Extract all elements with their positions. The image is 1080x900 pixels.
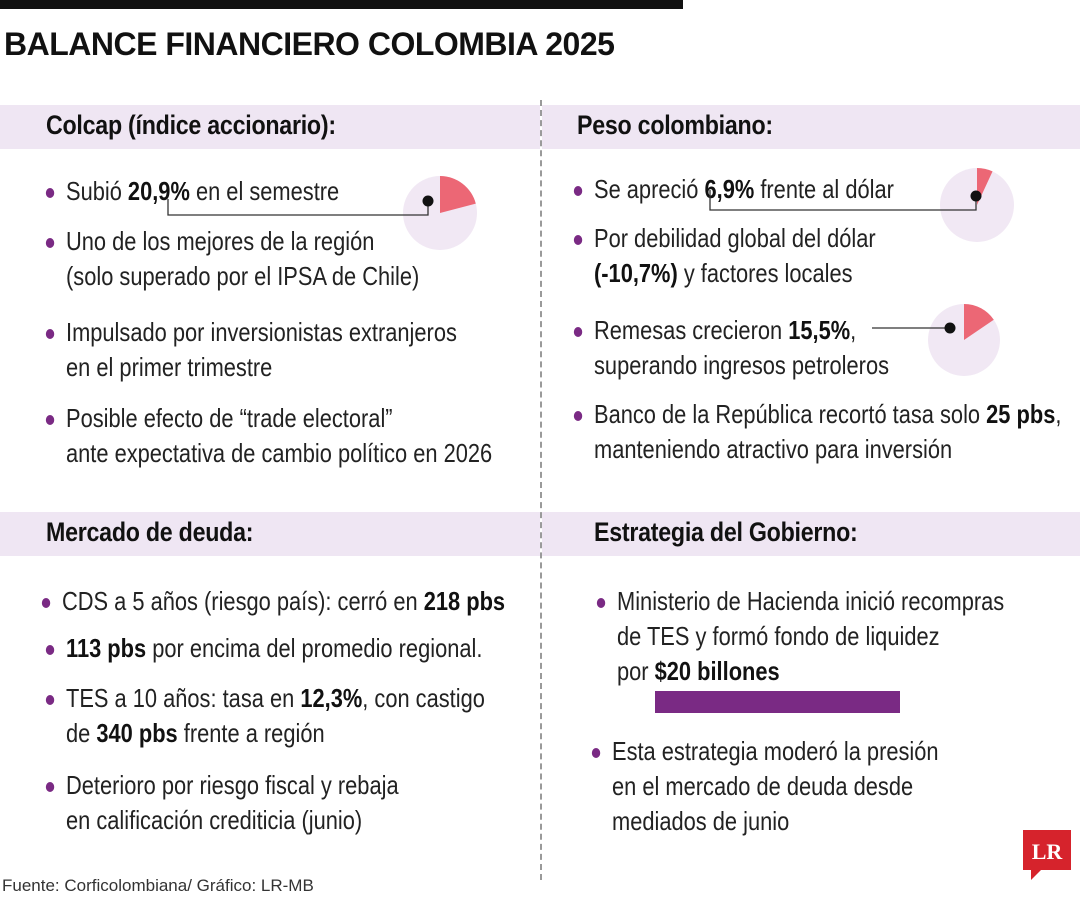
bullet-dot — [45, 415, 55, 425]
colcap-header: Colcap (índice accionario): — [46, 110, 336, 140]
colcap-item-4: Posible efecto de “trade electoral” ante … — [45, 401, 492, 471]
bullet-dot — [45, 238, 55, 248]
bullet-dot — [573, 411, 583, 421]
bullet-dot — [45, 695, 55, 705]
bullet-dot — [573, 327, 583, 337]
peso-item-1: Se apreció 6,9% frente al dólar — [573, 172, 894, 207]
top-rule — [0, 0, 683, 9]
page-title: BALANCE FINANCIERO COLOMBIA 2025 — [4, 26, 615, 62]
bullet-dot — [45, 188, 55, 198]
gobierno-header: Estrategia del Gobierno: — [594, 517, 858, 547]
colcap-item-2: Uno de los mejores de la región (solo sup… — [45, 224, 419, 294]
gobierno-item-1: Ministerio de Hacienda inició recompras d… — [596, 584, 1004, 689]
bullet-dot — [41, 598, 51, 608]
remesas-pie-slice — [964, 304, 994, 340]
remesas-pie — [928, 304, 1000, 376]
bullet-dot — [45, 782, 55, 792]
source-caption: Fuente: Corficolombiana/ Gráfico: LR-MB — [2, 876, 314, 895]
peso-item-2: Por debilidad global del dólar (-10,7%) y… — [573, 221, 876, 291]
deuda-header-band — [0, 512, 540, 556]
lr-logo: LR — [1023, 830, 1071, 880]
colcap-item-3: Impulsado por inversionistas extranjeros… — [45, 315, 457, 385]
colcap-header-band — [0, 105, 540, 149]
peso-header-band — [542, 105, 1080, 149]
peso-item-4: Banco de la República recortó tasa solo … — [573, 397, 1061, 467]
gobierno-item-2: Esta estrategia moderó la presión en el m… — [591, 734, 939, 839]
bullet-dot — [45, 645, 55, 655]
colcap-pie — [403, 176, 477, 250]
peso-header: Peso colombiano: — [577, 110, 773, 140]
remesas-leader-line — [872, 322, 956, 334]
peso-leader-line — [709, 190, 982, 211]
deuda-item-3: TES a 10 años: tasa en 12,3%, con castig… — [45, 681, 485, 751]
deuda-header: Mercado de deuda: — [46, 517, 254, 547]
column-divider — [540, 100, 542, 880]
deuda-item-2: 113 pbs por encima del promedio regional… — [45, 631, 482, 666]
bullet-dot — [596, 598, 606, 608]
deuda-item-4: Deterioro por riesgo fiscal y rebaja en c… — [45, 768, 399, 838]
deuda-item-1: CDS a 5 años (riesgo país): cerró en 218… — [41, 584, 505, 619]
colcap-item-1: Subió 20,9% en el semestre — [45, 174, 339, 209]
bullet-dot — [573, 186, 583, 196]
bullet-dot — [45, 329, 55, 339]
bullet-dot — [573, 235, 583, 245]
logo-text: LR — [1032, 839, 1064, 864]
peso-item-3: Remesas crecieron 15,5%, superando ingres… — [573, 313, 889, 383]
billones-highlight-bar — [655, 691, 900, 713]
gobierno-header-band — [542, 512, 1080, 556]
colcap-leader-line — [167, 195, 434, 216]
colcap-pie-slice — [440, 176, 476, 213]
bullet-dot — [591, 748, 601, 758]
